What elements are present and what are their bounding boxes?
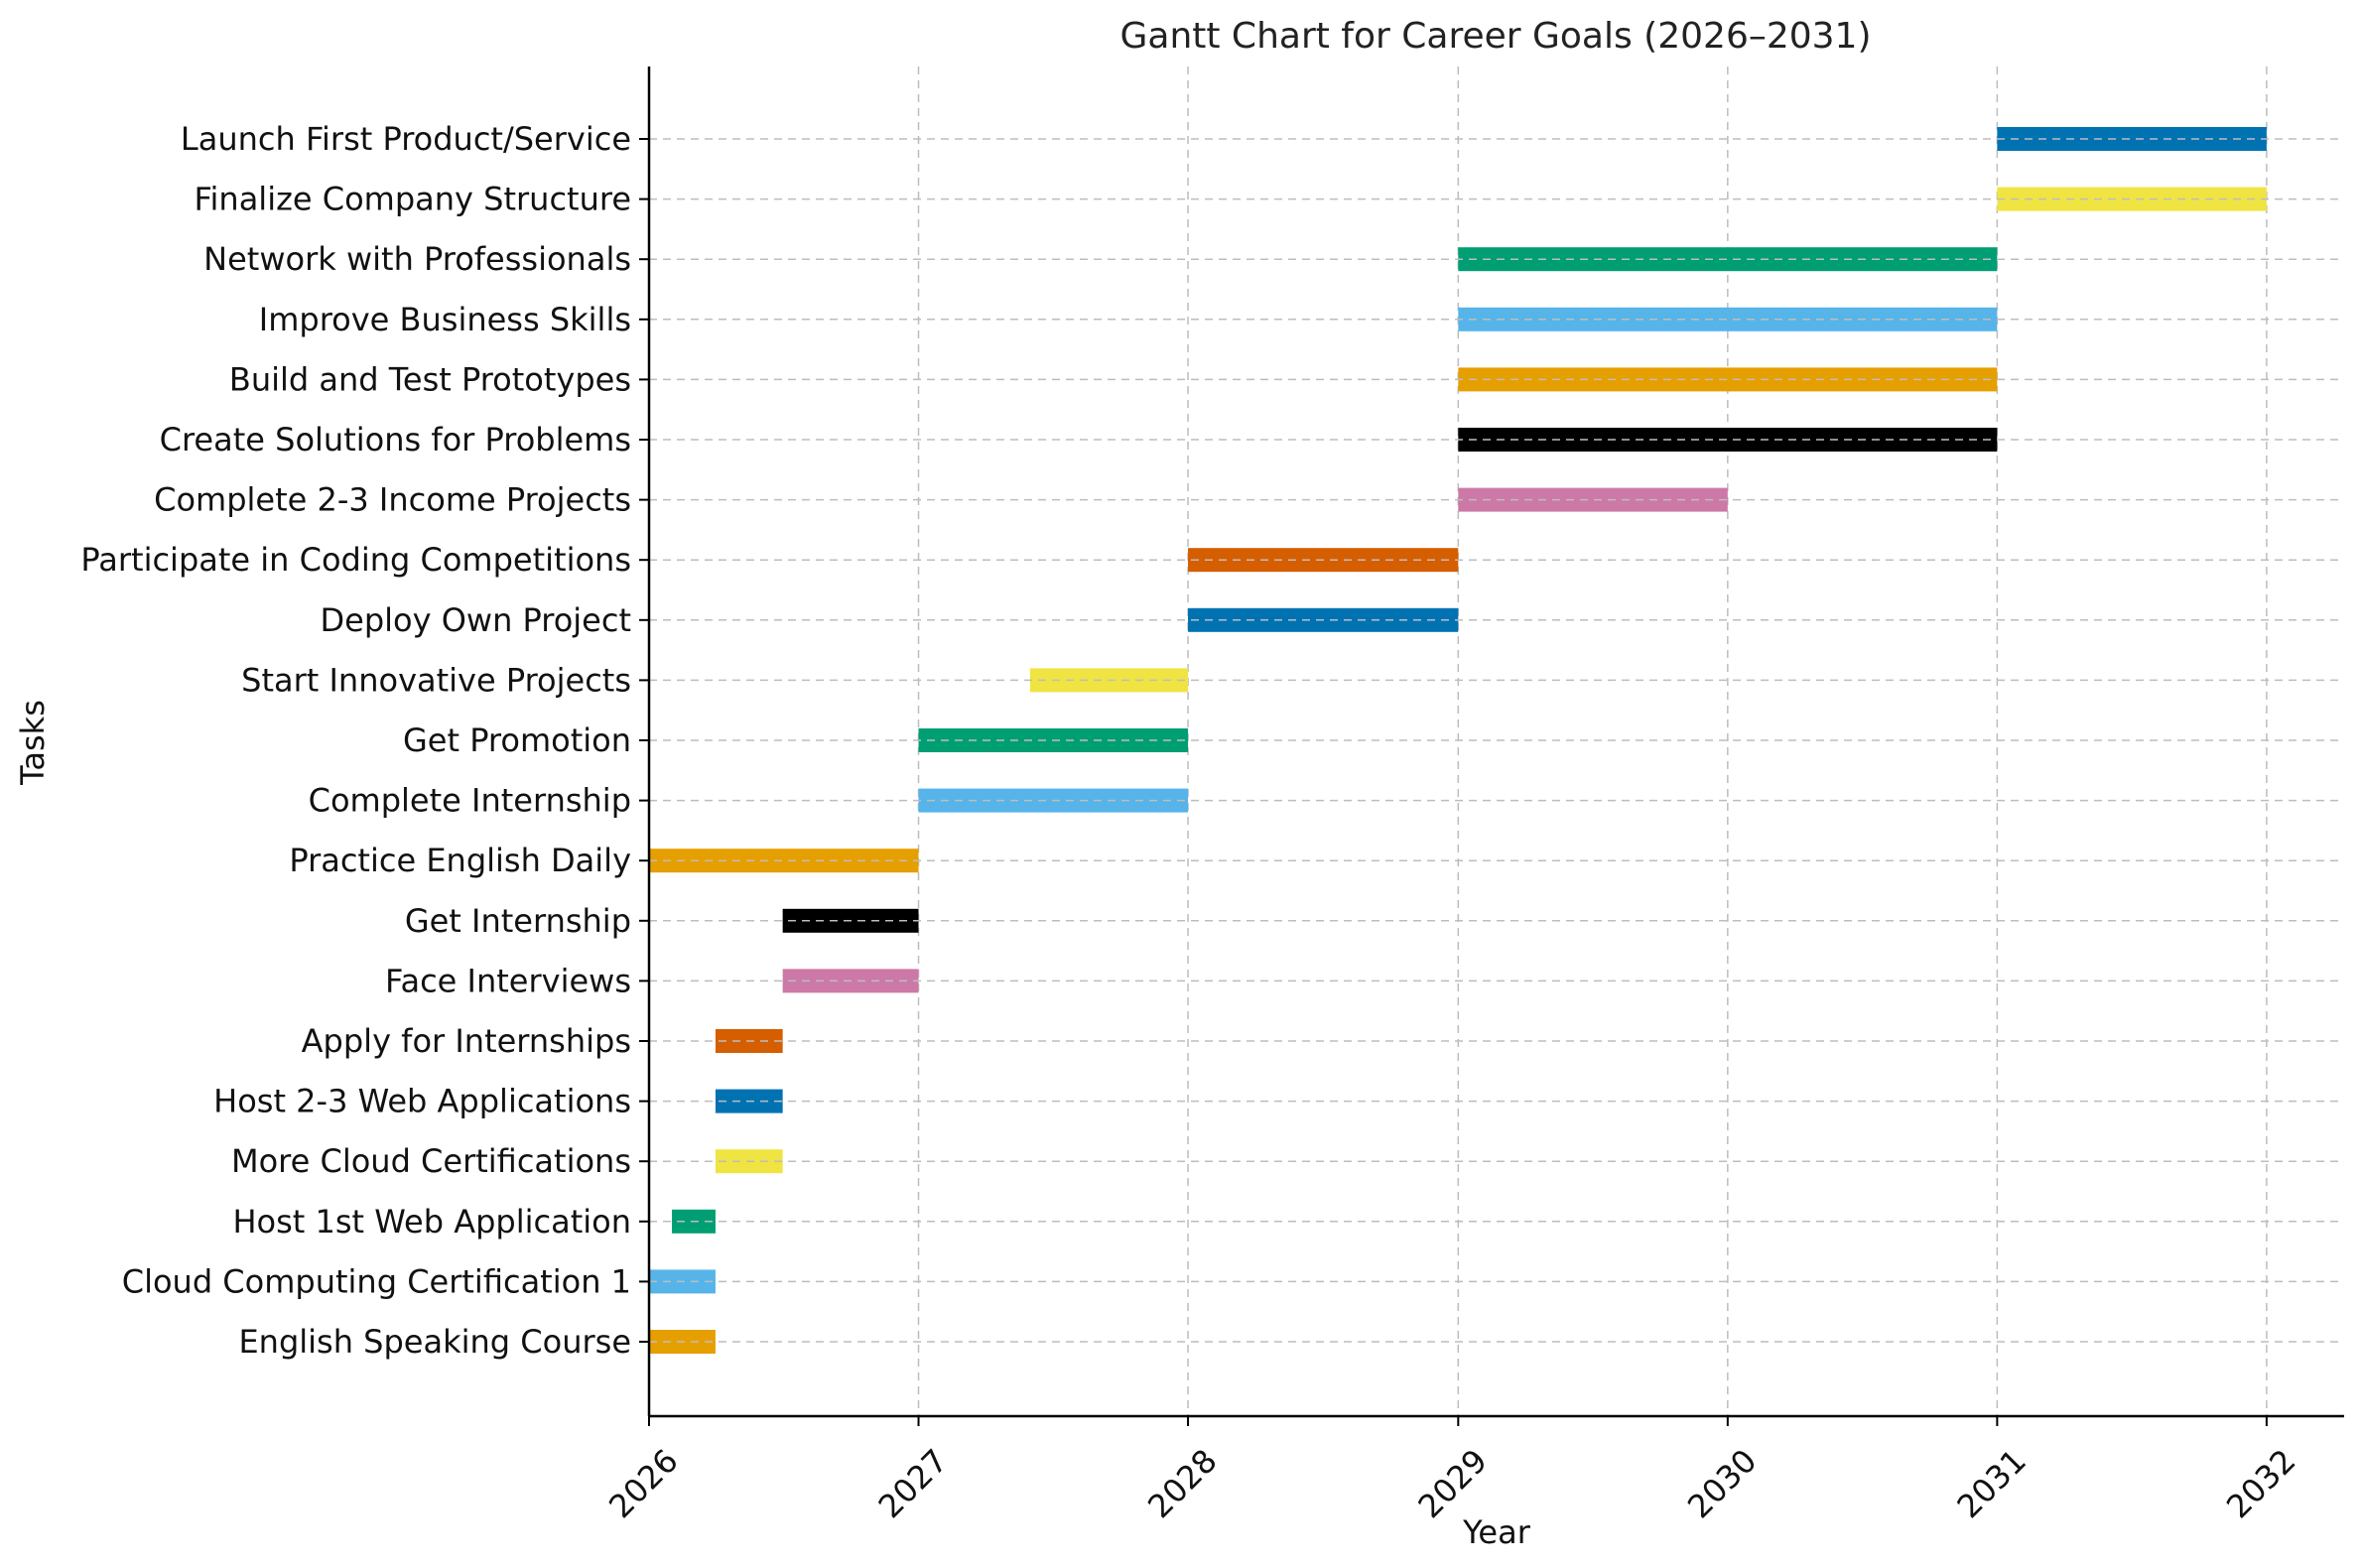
bar-layer (649, 127, 2267, 1354)
task-label: Practice English Daily (289, 842, 631, 879)
x-tick-label: 2032 (2219, 1442, 2302, 1525)
task-label: Create Solutions for Problems (160, 421, 631, 458)
grid-layer (648, 66, 2268, 1416)
task-label: Start Innovative Projects (241, 661, 631, 699)
task-label: Complete Internship (309, 782, 631, 820)
hgrid-overlay-layer (649, 138, 2344, 1343)
x-tick-label: 2031 (1950, 1442, 2034, 1525)
task-label: Cloud Computing Certification 1 (122, 1262, 631, 1300)
task-bar (1458, 487, 1728, 512)
task-label: English Speaking Course (238, 1323, 631, 1361)
task-label: Host 1st Web Application (232, 1203, 631, 1241)
x-tick-label: 2026 (601, 1442, 685, 1525)
task-label: Participate in Coding Competitions (80, 541, 631, 579)
task-label: Finalize Company Structure (194, 181, 631, 218)
task-label: Improve Business Skills (259, 301, 631, 338)
x-tick-label: 2030 (1680, 1442, 1764, 1525)
x-tick-label: 2027 (871, 1442, 955, 1525)
task-label: Complete 2-3 Income Projects (154, 481, 631, 519)
task-label: Host 2-3 Web Applications (213, 1083, 631, 1120)
task-label: Network with Professionals (203, 240, 631, 278)
task-label: Apply for Internships (302, 1022, 631, 1060)
y-tick-labels: English Speaking Course Cloud Computing C… (80, 120, 649, 1361)
y-axis-label: Tasks (14, 700, 52, 786)
x-tick-label: 2028 (1140, 1442, 1224, 1525)
x-axis-label: Year (1462, 1513, 1531, 1551)
task-label: Build and Test Prototypes (229, 360, 631, 398)
task-label: Face Interviews (385, 962, 631, 999)
task-label: Get Internship (405, 902, 631, 940)
chart-title: Gantt Chart for Career Goals (2026–2031) (1119, 16, 1871, 57)
task-label: Get Promotion (403, 721, 631, 759)
task-label: More Cloud Certifications (231, 1142, 631, 1180)
task-label: Launch First Product/Service (181, 120, 631, 158)
x-tick-labels: 2026 2027 2028 2029 2030 2031 2032 (601, 1416, 2303, 1525)
task-label: Deploy Own Project (320, 601, 631, 639)
